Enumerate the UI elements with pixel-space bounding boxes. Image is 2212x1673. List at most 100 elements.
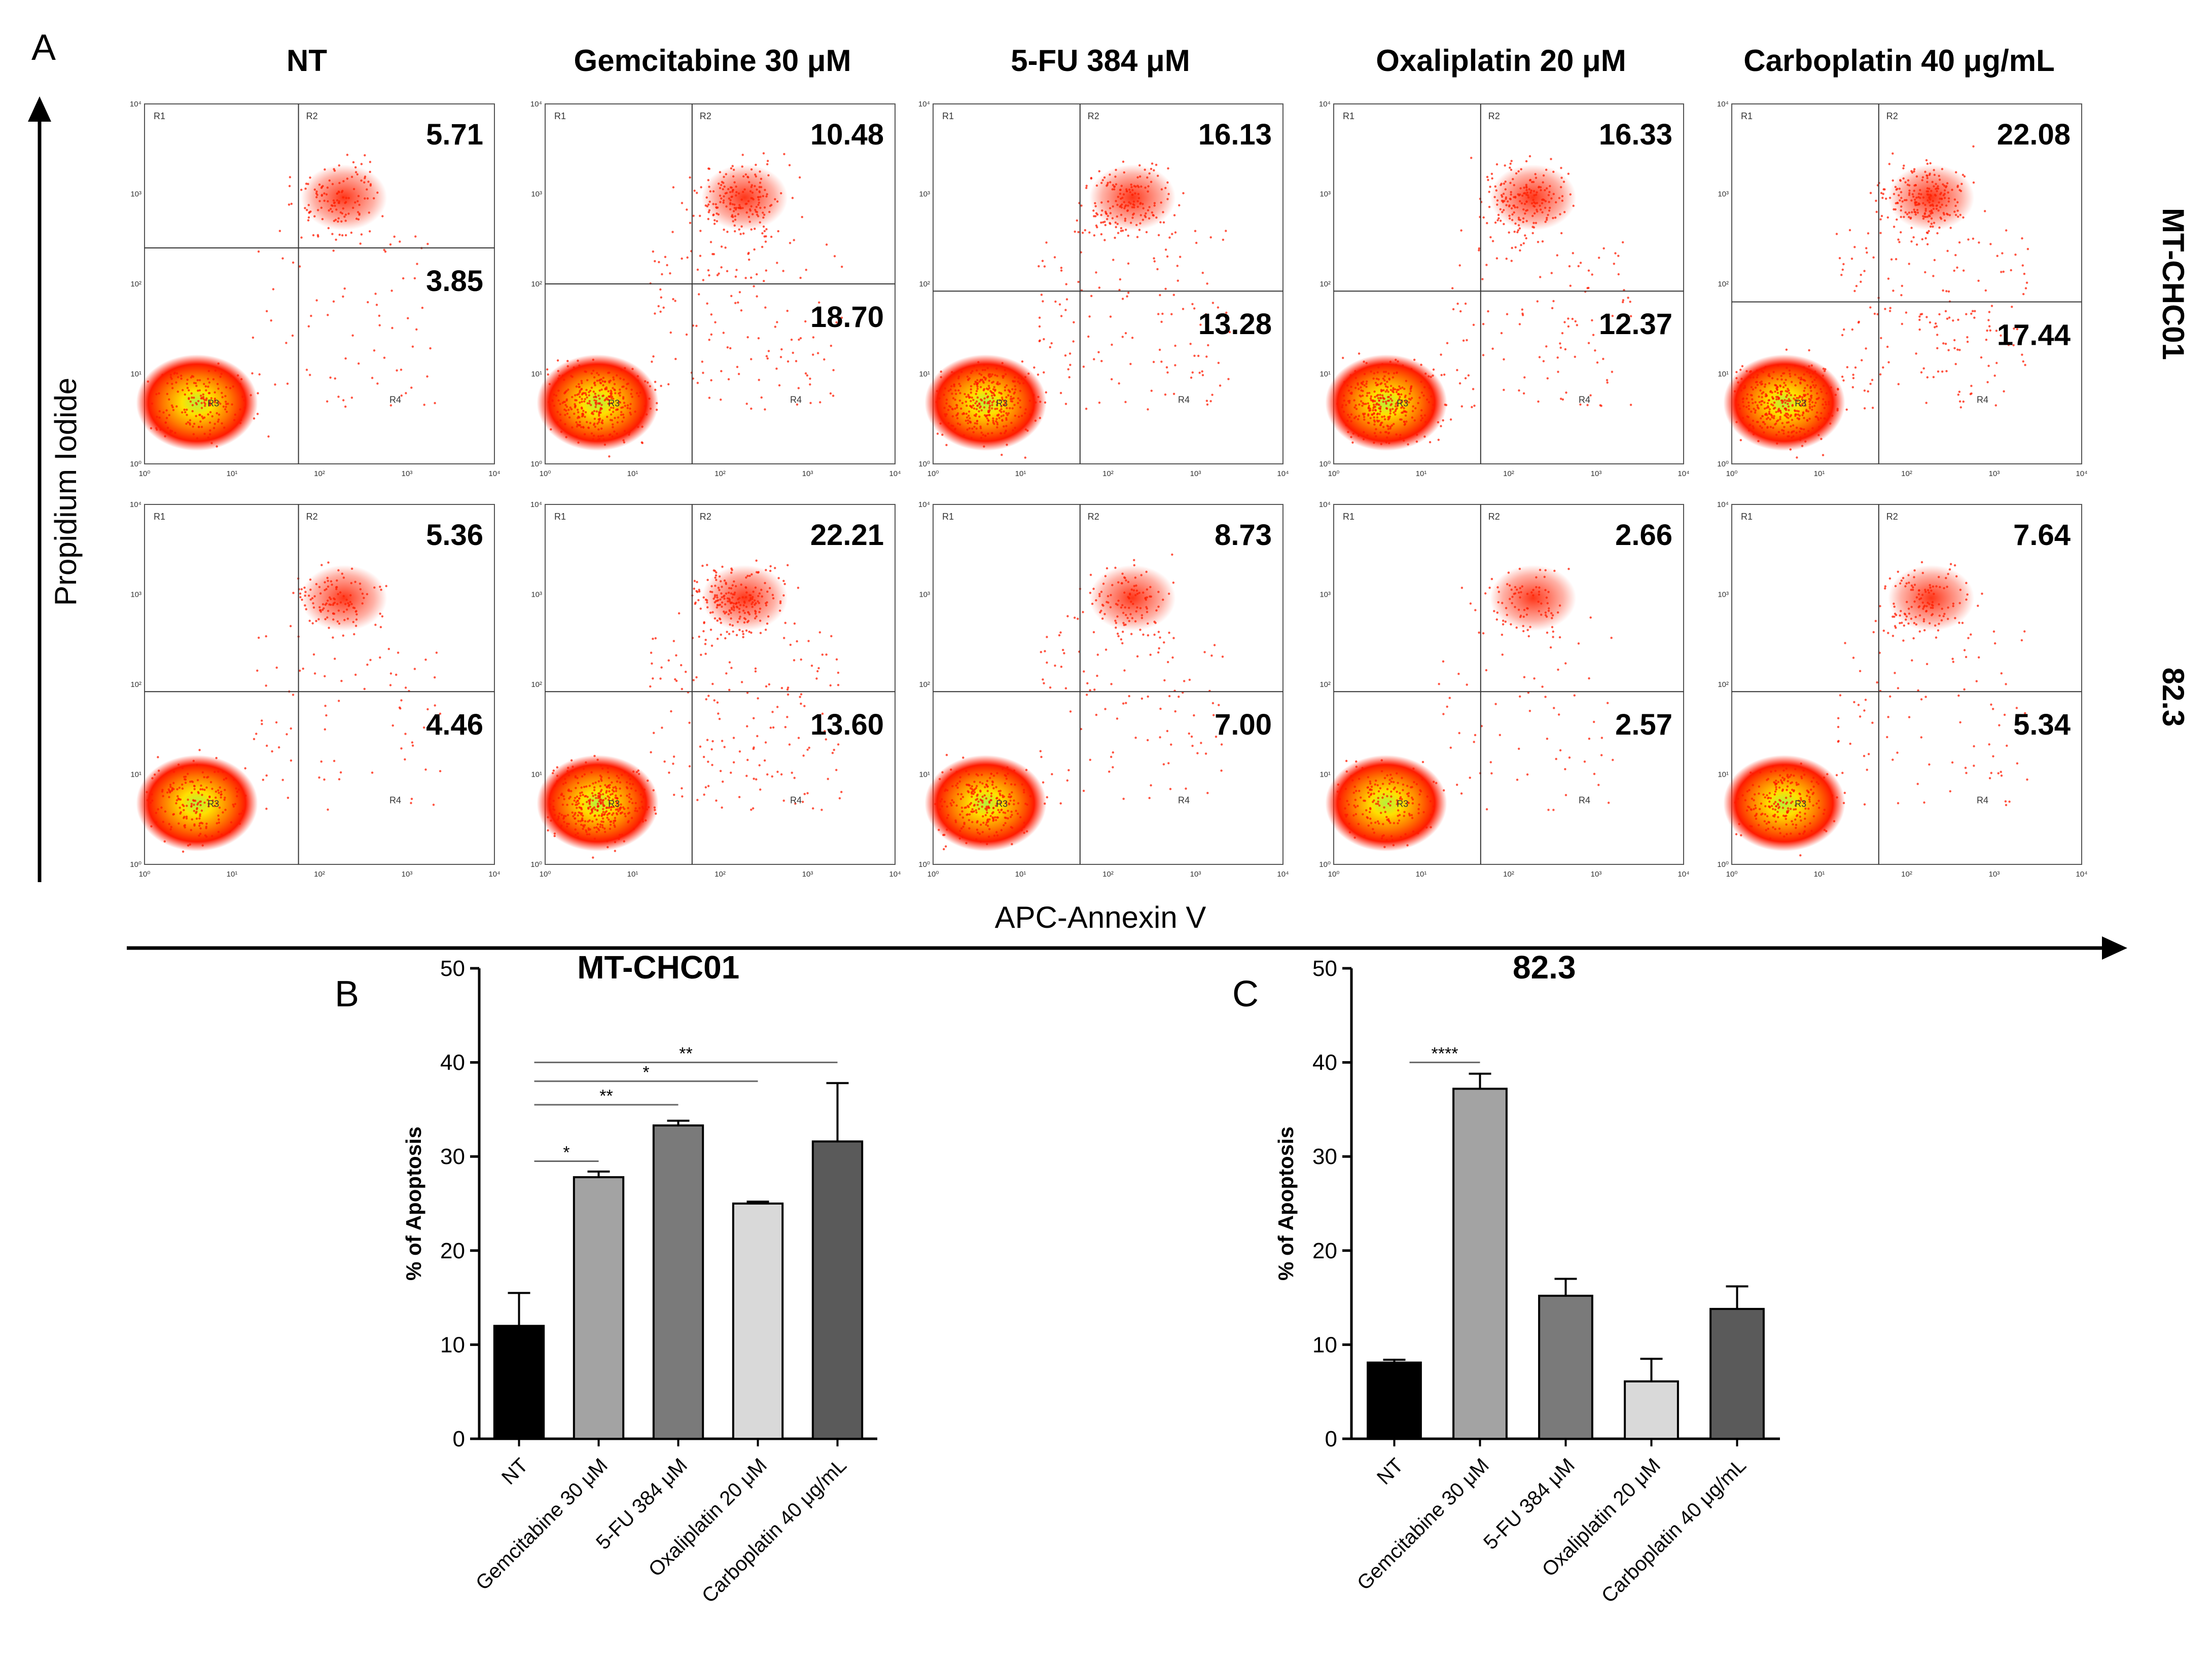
early-apoptosis-value: 2.57 — [1615, 708, 1672, 741]
live-cell-cluster — [924, 755, 1047, 852]
y-tick-label: 10² — [130, 280, 141, 288]
x-tick-label: 10³ — [402, 870, 413, 879]
y-tick-label: 10³ — [130, 591, 141, 599]
gate-label-r1: R1 — [1741, 111, 1753, 121]
y-tick-label: 10⁴ — [130, 500, 141, 509]
x-tick-label: 10⁰ — [927, 469, 939, 478]
gate-label-r2: R2 — [1088, 512, 1099, 522]
early-apoptosis-value: 3.85 — [426, 265, 483, 298]
x-tick-label: 10⁰ — [927, 870, 939, 879]
gate-label-r3: R3 — [1795, 798, 1806, 809]
late-apoptosis-value: 16.13 — [1198, 118, 1272, 151]
y-tick-label: 10³ — [919, 591, 930, 599]
gate-label-r4: R4 — [1178, 394, 1190, 405]
x-tick-label: 10³ — [1591, 469, 1602, 478]
y-axis-label: % of Apoptosis — [402, 1126, 425, 1281]
pi-axis-arrowhead — [28, 96, 51, 122]
gate-label-r1: R1 — [1343, 512, 1354, 522]
gate-label-r3: R3 — [1397, 798, 1408, 809]
gate-label-r4: R4 — [790, 394, 802, 405]
y-tick-label: 0 — [453, 1427, 465, 1451]
x-tick-label: 10² — [314, 870, 325, 879]
gate-label-r2: R2 — [1088, 111, 1099, 121]
gate-label-r1: R1 — [942, 512, 954, 522]
late-apoptotic-cluster — [301, 565, 387, 631]
y-tick-label: 10³ — [1718, 190, 1729, 199]
x-tick-label: 10⁴ — [889, 469, 901, 478]
flow-events — [1325, 155, 1632, 451]
y-tick-label: 10⁴ — [530, 100, 542, 108]
x-tick-label: 10¹ — [227, 469, 238, 478]
gate-label-r2: R2 — [700, 111, 711, 121]
gate-label-r2: R2 — [1886, 512, 1898, 522]
x-tick-label: 10¹ — [1416, 870, 1427, 879]
gate-label-r1: R1 — [942, 111, 954, 121]
gate-label-r4: R4 — [1178, 795, 1190, 805]
y-tick-label: 10⁴ — [1717, 100, 1729, 108]
y-tick-label: 10 — [440, 1332, 465, 1357]
bar-0 — [1367, 1361, 1422, 1440]
annexin-axis-title: APC-Annexin V — [995, 900, 1206, 934]
y-tick-label: 10⁰ — [130, 860, 141, 869]
late-apoptotic-cluster — [1490, 164, 1577, 231]
y-tick-label: 10¹ — [919, 370, 930, 379]
gate-label-r3: R3 — [608, 398, 620, 408]
y-tick-label: 20 — [1312, 1239, 1337, 1263]
y-tick-label: 10⁴ — [1319, 500, 1331, 509]
x-tick-label: 10¹ — [1814, 469, 1825, 478]
early-apoptosis-value: 13.60 — [810, 708, 884, 741]
early-apoptosis-value: 12.37 — [1599, 308, 1672, 341]
x-tick-label: 10¹ — [1814, 870, 1825, 879]
y-tick-label: 40 — [1312, 1050, 1337, 1075]
gate-label-r4: R4 — [1579, 394, 1590, 405]
gate-label-r1: R1 — [154, 512, 165, 522]
x-tick-label: 10¹ — [1416, 469, 1427, 478]
flow-events — [136, 561, 442, 853]
late-apoptosis-value: 5.36 — [426, 519, 483, 552]
x-tick-label: 10¹ — [627, 469, 638, 478]
early-apoptosis-value: 5.34 — [2013, 708, 2071, 741]
panel-label-a: A — [31, 27, 56, 68]
early-apoptosis-value: 4.46 — [426, 708, 483, 741]
flow-events — [1723, 561, 2028, 857]
x-tick-label: 10³ — [802, 469, 813, 478]
x-tick-label: 10² — [314, 469, 325, 478]
gate-label-r2: R2 — [306, 512, 318, 522]
late-apoptotic-cluster — [1089, 565, 1176, 631]
column-title-nt: NT — [287, 44, 327, 78]
y-tick-label: 10⁰ — [918, 460, 930, 468]
bar-2 — [652, 1124, 704, 1440]
y-tick-label: 10⁰ — [530, 860, 542, 869]
late-apoptotic-cluster — [1490, 565, 1577, 631]
gate-label-r1: R1 — [154, 111, 165, 121]
y-tick-label: 10¹ — [919, 771, 930, 779]
y-axis-label: % of Apoptosis — [1274, 1126, 1298, 1281]
y-tick-label: 30 — [440, 1144, 465, 1169]
y-tick-label: 10³ — [1319, 591, 1331, 599]
late-apoptosis-value: 10.48 — [810, 118, 884, 151]
y-tick-label: 10⁴ — [918, 100, 930, 108]
x-tick-label: 10² — [1102, 870, 1114, 879]
significance-label-1: ** — [599, 1086, 613, 1106]
y-tick-label: 10¹ — [531, 370, 542, 379]
significance-label-3: ** — [679, 1044, 692, 1064]
x-tick-label: 10² — [715, 870, 726, 879]
gate-label-r1: R1 — [554, 111, 566, 121]
gate-label-r3: R3 — [996, 398, 1008, 408]
y-tick-label: 10² — [531, 680, 542, 689]
bar-4 — [1709, 1307, 1765, 1440]
y-tick-label: 10³ — [531, 190, 542, 199]
category-label-0: NT — [497, 1454, 532, 1489]
panel-label-c: C — [1232, 974, 1259, 1014]
column-title-carboplatin: Carboplatin 40 μg/mL — [1743, 44, 2054, 78]
x-tick-label: 10⁰ — [1726, 870, 1738, 879]
live-cell-cluster — [1723, 755, 1845, 852]
category-label-4: Carboplatin 40 μg/mL — [698, 1454, 851, 1607]
late-apoptosis-value: 2.66 — [1615, 519, 1672, 552]
y-tick-label: 10¹ — [1718, 370, 1729, 379]
